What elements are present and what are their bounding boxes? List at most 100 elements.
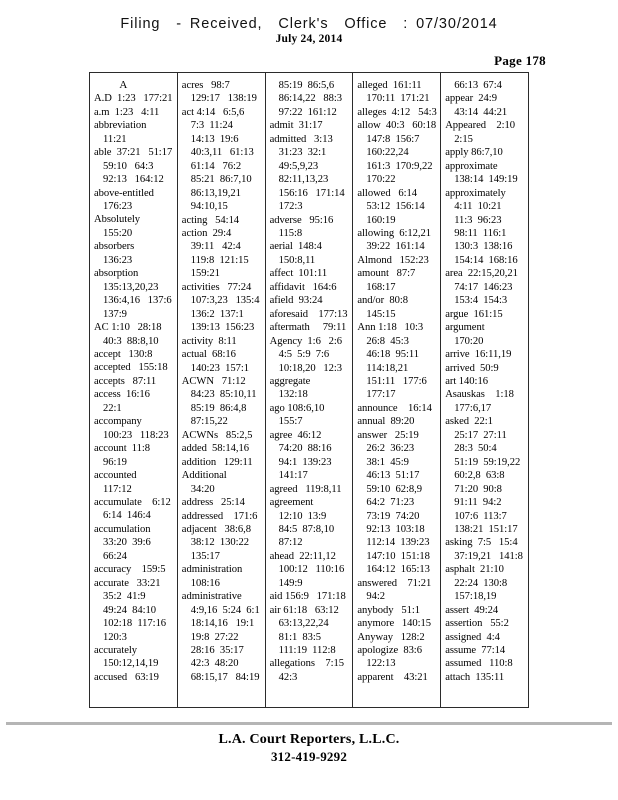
index-entry: answer 25:19: [357, 429, 419, 441]
index-entry: ahead 22:11,12: [269, 550, 336, 562]
index-entry: 111:19 112:8: [278, 645, 336, 657]
index-entry: 73:19 74:20: [366, 510, 420, 522]
index-entry: 19:8 27:22: [190, 631, 239, 643]
index-entry: 68:15,17 84:19: [190, 671, 260, 683]
index-letter-heading: A: [119, 79, 128, 91]
index-entry: 94:10,15: [190, 201, 228, 213]
index-entry: 4:11 10:21: [454, 201, 502, 213]
index-entry: aid 156:9 171:18: [269, 591, 346, 603]
index-entry: 160:19: [366, 214, 396, 226]
index-entry: Asauskas 1:18: [445, 389, 514, 401]
index-entry: 96:19: [103, 456, 127, 468]
index-entry: 107:6 113:7: [454, 510, 507, 522]
index-entry: activity 8:11: [181, 335, 237, 347]
index-entry: 71:20 90:8: [454, 483, 502, 495]
index-entry: approximately: [445, 187, 506, 199]
index-entry: account 11:8: [94, 443, 151, 455]
index-entry: 4:9,16 5:24 6:1: [190, 604, 260, 616]
index-entry: 107:3,23 135:4: [190, 295, 260, 307]
index-entry: activities 77:24: [181, 281, 252, 293]
index-entry: 74:17 146:23: [454, 281, 513, 293]
index-entry: 25:17 27:11: [454, 429, 507, 441]
index-entry: 85:19 86:4,8: [190, 402, 247, 414]
index-entry: 2:15: [454, 133, 473, 145]
index-entry: asphalt 21:10: [445, 564, 504, 576]
index-entry: ago 108:6,10: [269, 402, 325, 414]
index-entry: 14:13 19:6: [190, 133, 239, 145]
index-entry: 114:18,21: [366, 362, 409, 374]
index-entry: 153:4 154:3: [454, 295, 508, 307]
index-entry: arrived 50:9: [445, 362, 499, 374]
index-entry: 46:18 95:11: [366, 349, 419, 361]
reporter-company-name: L.A. Court Reporters, L.L.C.: [218, 732, 400, 747]
index-entry: anymore 140:15: [357, 618, 432, 630]
index-entry: appear 24:9: [445, 93, 497, 105]
index-entry: 87:15,22: [190, 416, 228, 428]
index-entry: 138:21 151:17: [454, 523, 518, 535]
index-entry: 49:5,9,23: [278, 160, 319, 172]
index-entry: 150:8,11: [278, 254, 316, 266]
index-column-3: 85:19 86:5,6 86:14,22 88:3 97:22 161:12 adm…: [264, 73, 353, 707]
index-entry: 92:13 103:18: [366, 523, 425, 535]
index-entry: ACWNs 85:2,5: [181, 429, 253, 441]
index-entry: 39:22 161:14: [366, 241, 425, 253]
index-entry: 63:13,22,24: [278, 618, 329, 630]
index-entry: 141:17: [278, 470, 308, 482]
index-entry: 155:7: [278, 416, 303, 428]
index-entry: amount 87:7: [357, 268, 416, 280]
index-entry: 100:12 110:16: [278, 564, 345, 576]
index-entries-5: 66:13 67:4 appear 24:9 43:14 44:21 Appeared…: [445, 79, 526, 684]
index-entry: administration: [181, 564, 243, 576]
index-entry: 60:2,8 63:8: [454, 470, 505, 482]
index-entry: apologize 83:6: [357, 645, 422, 657]
index-entry: 138:14 149:19: [454, 174, 518, 186]
index-column-2: acres 98:7 129:17 138:19 act 4:14 6:5,6 7:3…: [176, 73, 265, 707]
page-number: Page 178: [494, 53, 546, 68]
index-entry: 154:14 168:16: [454, 254, 518, 266]
index-entry: 86:13,19,21: [190, 187, 241, 199]
index-entry: agreement: [269, 497, 314, 509]
index-entry: agree 46:12: [269, 429, 322, 441]
index-entry: Ann 1:18 10:3: [357, 322, 424, 334]
index-entry: 147:8 156:7: [366, 133, 420, 145]
index-entry: 85:21 86:7,10: [190, 174, 252, 186]
index-entry: 59:10 64:3: [103, 160, 154, 172]
index-entry: agreed 119:8,11: [269, 483, 342, 495]
index-entry: asking 7:5 15:4: [445, 537, 518, 549]
index-entry: attach 135:11: [445, 671, 505, 683]
index-entry: 59:10 62:8,9: [366, 483, 422, 495]
index-entries-1: A.D 1:23 177:21 a.m 1:23 4:11 abbreviation…: [94, 92, 175, 684]
index-entry: 150:12,14,19: [103, 658, 159, 670]
index-entry: afield 93:24: [269, 295, 323, 307]
index-entry: 87:12: [278, 537, 303, 549]
index-entry: 49:24 84:10: [103, 604, 156, 616]
index-entry: 151:11 177:6: [366, 375, 427, 387]
index-entry: 117:12: [103, 483, 132, 495]
index-entry: 161:3 170:9,22: [366, 160, 433, 172]
index-entry: acres 98:7: [181, 80, 230, 91]
index-entry: 108:16: [190, 577, 220, 589]
index-entry: 35:2 41:9: [103, 591, 146, 603]
index-entry: 7:3 11:24: [190, 120, 233, 132]
index-entry: access 16:16: [94, 389, 150, 401]
index-entry: assume 77:14: [445, 645, 506, 657]
index-entry: 40:3 88:8,10: [103, 335, 159, 347]
index-entry: 135:13,20,23: [103, 281, 159, 293]
index-entry: above-entitled: [94, 187, 154, 199]
index-entry: 11:3 96:23: [454, 214, 502, 226]
index-entry: 170:22: [366, 174, 396, 186]
index-entry: Appeared 2:10: [445, 120, 515, 132]
index-entry: 11:21: [103, 133, 127, 145]
index-entry: approximate: [445, 160, 498, 172]
index-entry: adjacent 38:6,8: [181, 523, 251, 535]
index-entry: aggregate: [269, 375, 311, 387]
index-entry: 85:19 86:5,6: [278, 80, 335, 91]
index-entry: alleged 161:11: [357, 80, 422, 91]
index-entry: 42:3: [278, 671, 298, 683]
index-entry: 42:3 48:20: [190, 658, 239, 670]
index-entry: 120:3: [103, 631, 127, 643]
index-entry: 155:20: [103, 227, 133, 239]
index-entry: administrative: [181, 591, 242, 603]
index-entry: alleges 4:12 54:3: [357, 106, 437, 118]
index-entry: act 4:14 6:5,6: [181, 106, 245, 118]
